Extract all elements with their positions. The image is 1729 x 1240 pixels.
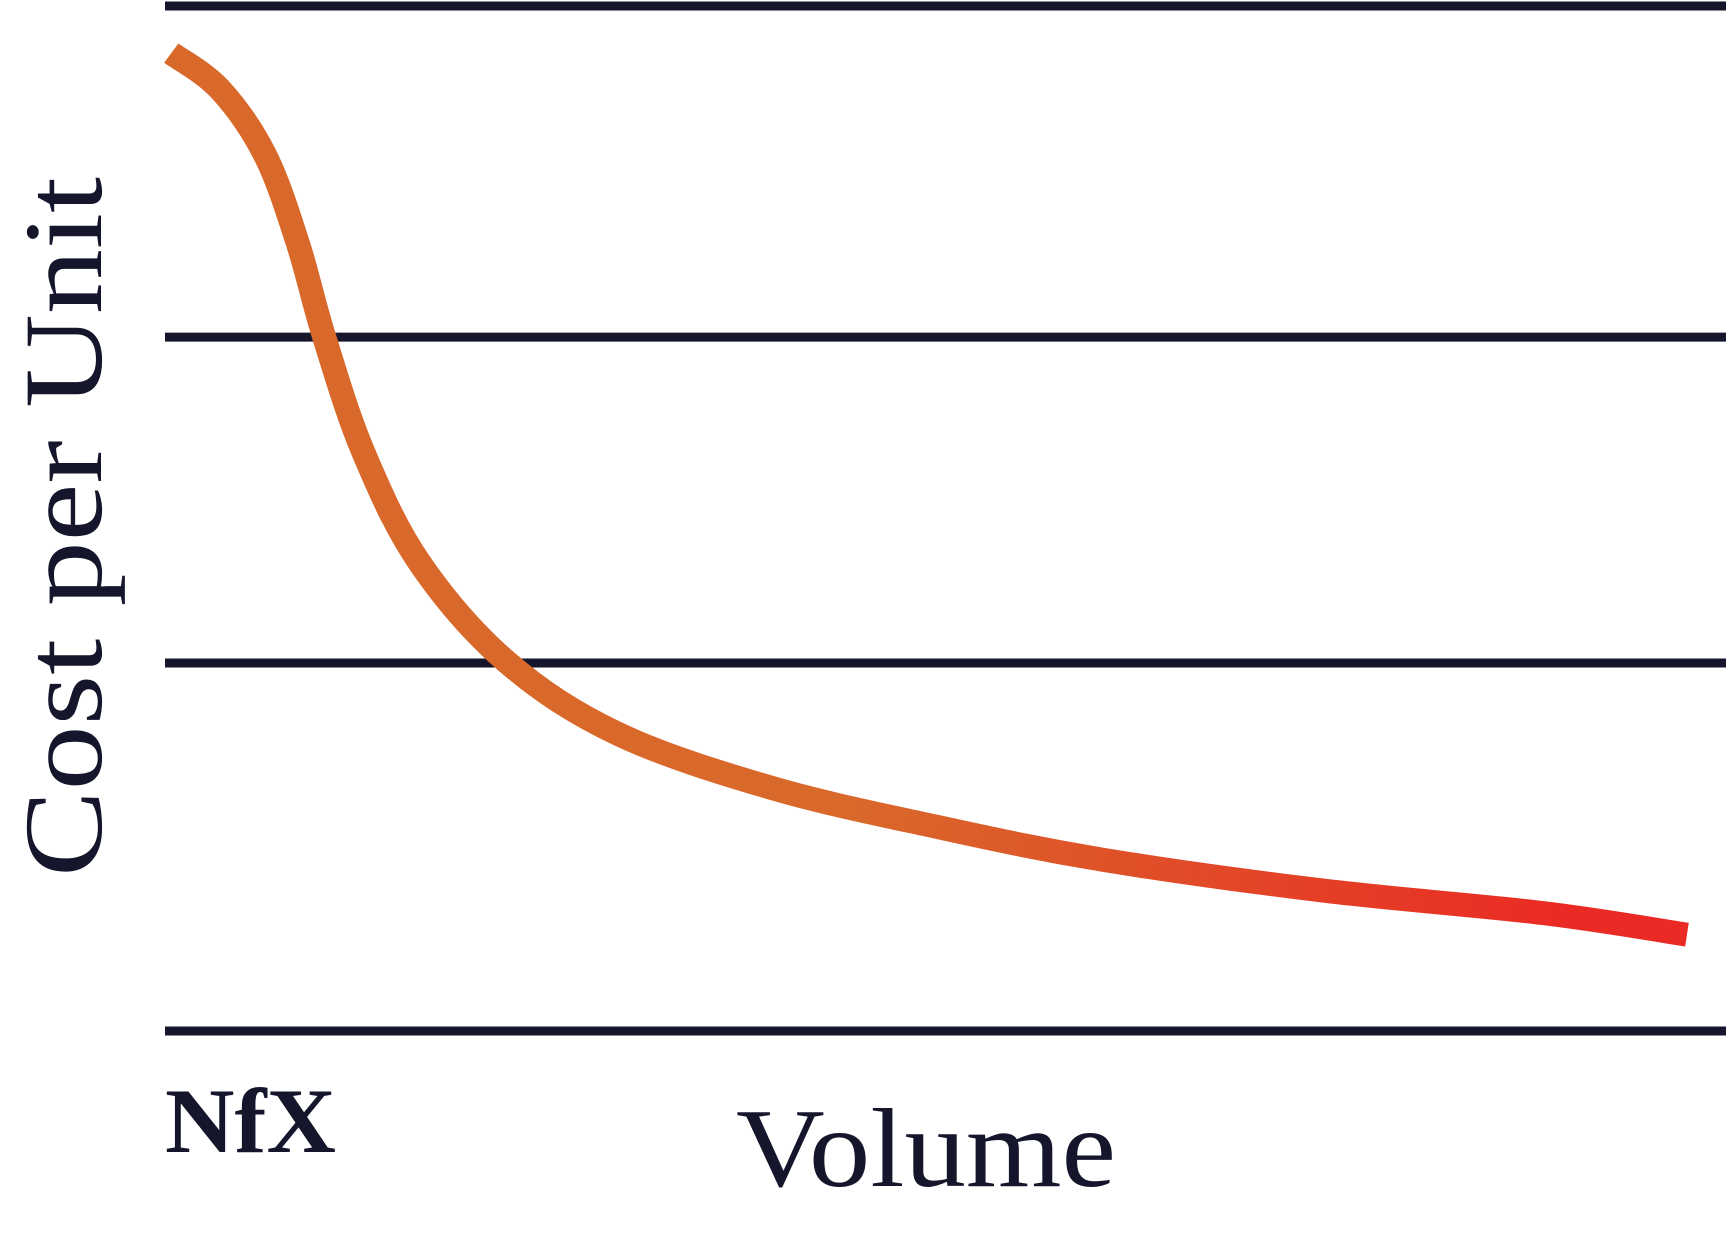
y-axis-label: Cost per Unit <box>2 177 126 877</box>
x-axis-label: Volume <box>736 1087 1116 1211</box>
cost-curve <box>164 43 1689 947</box>
logo: NfX <box>165 1070 336 1172</box>
